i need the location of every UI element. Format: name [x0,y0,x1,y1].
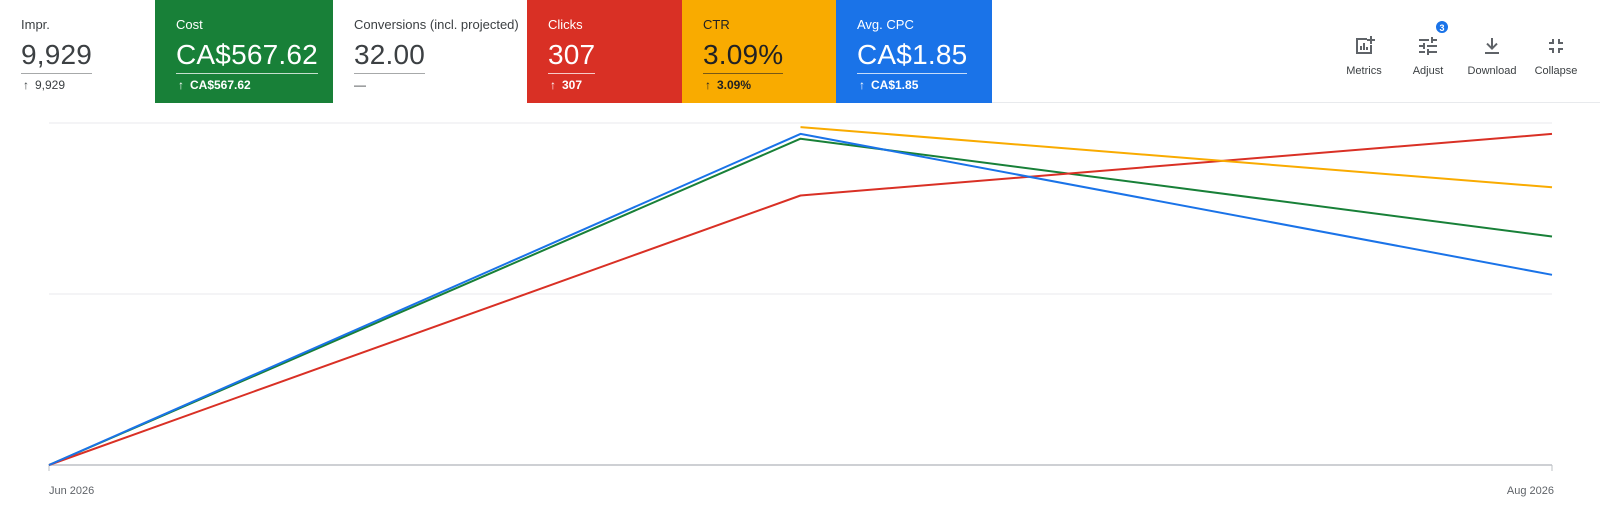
arrow-up-icon: ↑ [705,78,711,92]
add-chart-icon [1356,36,1375,54]
metrics-label: Metrics [1346,65,1382,77]
scorecard-label: Clicks [548,17,583,32]
adjust-label: Adjust [1412,65,1444,77]
scorecard-label: Avg. CPC [857,17,914,32]
series-line-cost[interactable] [48,137,1553,466]
tune-icon [1419,37,1437,55]
scorecard-label: Cost [176,17,203,32]
scorecard-delta: ↑ CA$1.85 [857,77,971,93]
scorecard-impressions[interactable]: Impr. 9,929 ↑ 9,929 [0,0,155,103]
collapse-icon [1549,39,1563,53]
scorecard-delta-value: — [354,78,366,92]
scorecard-value: CA$1.85 [857,38,968,74]
collapse-button[interactable]: Collapse [1524,0,1588,103]
scorecard-delta: ↑ 3.09% [703,77,815,93]
scorecard-value: 9,929 [21,38,93,74]
scorecard-delta-value: 307 [562,78,583,92]
adjust-button[interactable]: 3 Adjust [1396,0,1460,103]
series-line-ctr[interactable] [800,126,1553,189]
collapse-label: Collapse [1534,65,1578,77]
scorecard-delta-value: CA$567.62 [190,78,251,92]
scorecard-delta-value: 9,929 [35,78,66,92]
scorecard-cost[interactable]: Cost CA$567.62 ↑ CA$567.62 [155,0,333,103]
scorecard-clicks[interactable]: Clicks 307 ↑ 307 [527,0,682,103]
arrow-up-icon: ↑ [859,78,865,92]
download-label: Download [1467,65,1517,77]
scorecard-label: CTR [703,17,730,32]
scorecard-row: Impr. 9,929 ↑ 9,929 Cost CA$567.62 ↑ CA$56… [0,0,1600,103]
performance-chart: Jun 2026 Aug 2026 [0,103,1600,506]
adjust-badge: 3 [1435,20,1449,34]
series-line-clicks[interactable] [48,132,1553,466]
scorecard-value: 3.09% [703,38,784,74]
scorecard-value: CA$567.62 [176,38,318,74]
scorecard-label: Impr. [21,17,50,32]
x-tick-label-end: Aug 2026 [1506,485,1554,497]
series-lines [48,126,1553,466]
download-icon [1485,38,1499,54]
scorecard-delta: — [354,77,506,93]
scorecard-avg-cpc[interactable]: Avg. CPC CA$1.85 ↑ CA$1.85 [836,0,992,103]
arrow-up-icon: ↑ [178,78,184,92]
scorecard-conversions[interactable]: Conversions (incl. projected) 32.00 — [333,0,527,103]
line-chart [48,122,1553,471]
arrow-up-icon: ↑ [550,78,556,92]
scorecard-delta-value: 3.09% [717,78,752,92]
scorecard-delta-value: CA$1.85 [871,78,919,92]
gridlines [48,122,1553,471]
scorecard-label: Conversions (incl. projected) [354,17,519,32]
scorecard-value: 307 [548,38,596,74]
scorecard-delta: ↑ CA$567.62 [176,77,312,93]
scorecard-delta: ↑ 307 [548,77,661,93]
metrics-button[interactable]: Metrics [1332,0,1396,103]
series-line-avg-cpc[interactable] [48,132,1553,466]
scorecard-value: 32.00 [354,38,426,74]
chart-toolbar: Metrics 3 Adjust Download Collapse [1332,0,1588,103]
scorecard-ctr[interactable]: CTR 3.09% ↑ 3.09% [682,0,836,103]
download-button[interactable]: Download [1460,0,1524,103]
x-tick-label-start: Jun 2026 [49,485,95,497]
scorecard-delta: ↑ 9,929 [21,77,134,93]
arrow-up-icon: ↑ [23,78,29,92]
